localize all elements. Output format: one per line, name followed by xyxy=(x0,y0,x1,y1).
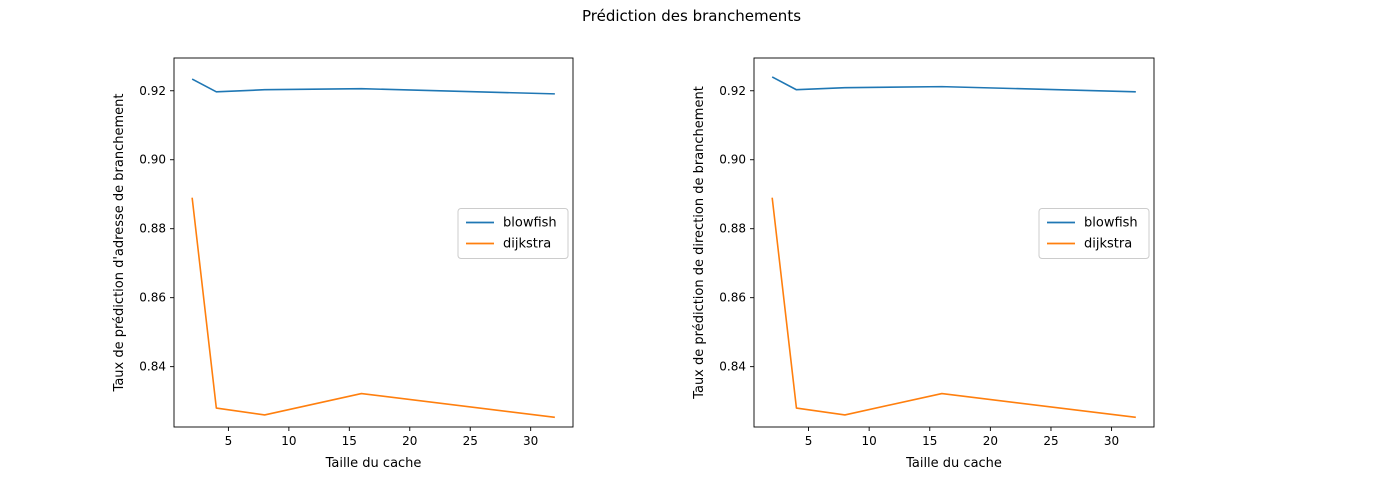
y-tick-label: 0.90 xyxy=(719,153,746,167)
x-tick-label: 30 xyxy=(1104,434,1119,448)
y-axis-label: Taux de prédiction d'adresse de branchem… xyxy=(112,94,127,393)
y-tick-label: 0.90 xyxy=(139,153,166,167)
y-tick-label: 0.86 xyxy=(719,291,746,305)
y-tick-label: 0.88 xyxy=(139,222,166,236)
y-tick-label: 0.88 xyxy=(719,222,746,236)
y-tick-label: 0.84 xyxy=(139,360,166,374)
y-tick-label: 0.84 xyxy=(719,360,746,374)
legend-box xyxy=(457,208,569,259)
legend-label-dijkstra: dijkstra xyxy=(503,237,551,252)
legend-label-dijkstra: dijkstra xyxy=(1084,237,1132,252)
x-tick-label: 20 xyxy=(983,434,998,448)
legend: blowfish dijkstra xyxy=(1038,208,1150,259)
figure-title: Prédiction des branchements xyxy=(581,7,802,25)
legend-label-blowfish: blowfish xyxy=(1084,216,1138,231)
series-line-blowfish xyxy=(191,78,555,95)
x-tick-label: 10 xyxy=(281,434,296,448)
legend-box xyxy=(1038,208,1150,259)
x-tick-label: 20 xyxy=(402,434,417,448)
axes-frame xyxy=(173,57,574,428)
x-tick-label: 15 xyxy=(342,434,357,448)
x-tick-label: 5 xyxy=(225,434,233,448)
series-line-dijkstra xyxy=(771,197,1136,419)
legend: blowfish dijkstra xyxy=(457,208,569,259)
x-tick-label: 30 xyxy=(523,434,538,448)
series-line-dijkstra xyxy=(191,197,555,419)
x-tick-label: 25 xyxy=(463,434,478,448)
y-tick-label: 0.92 xyxy=(139,84,166,98)
x-tick-label: 15 xyxy=(922,434,937,448)
series-line-blowfish xyxy=(771,76,1136,93)
x-tick-label: 10 xyxy=(862,434,877,448)
x-axis-label: Taille du cache xyxy=(325,456,422,471)
y-tick-label: 0.92 xyxy=(719,84,746,98)
x-tick-label: 25 xyxy=(1043,434,1058,448)
y-tick-label: 0.86 xyxy=(139,291,166,305)
x-tick-label: 5 xyxy=(805,434,813,448)
axes-frame xyxy=(753,57,1155,428)
legend-label-blowfish: blowfish xyxy=(503,216,557,231)
x-axis-label: Taille du cache xyxy=(905,456,1002,471)
y-axis-label: Taux de prédiction de direction de branc… xyxy=(692,86,707,400)
